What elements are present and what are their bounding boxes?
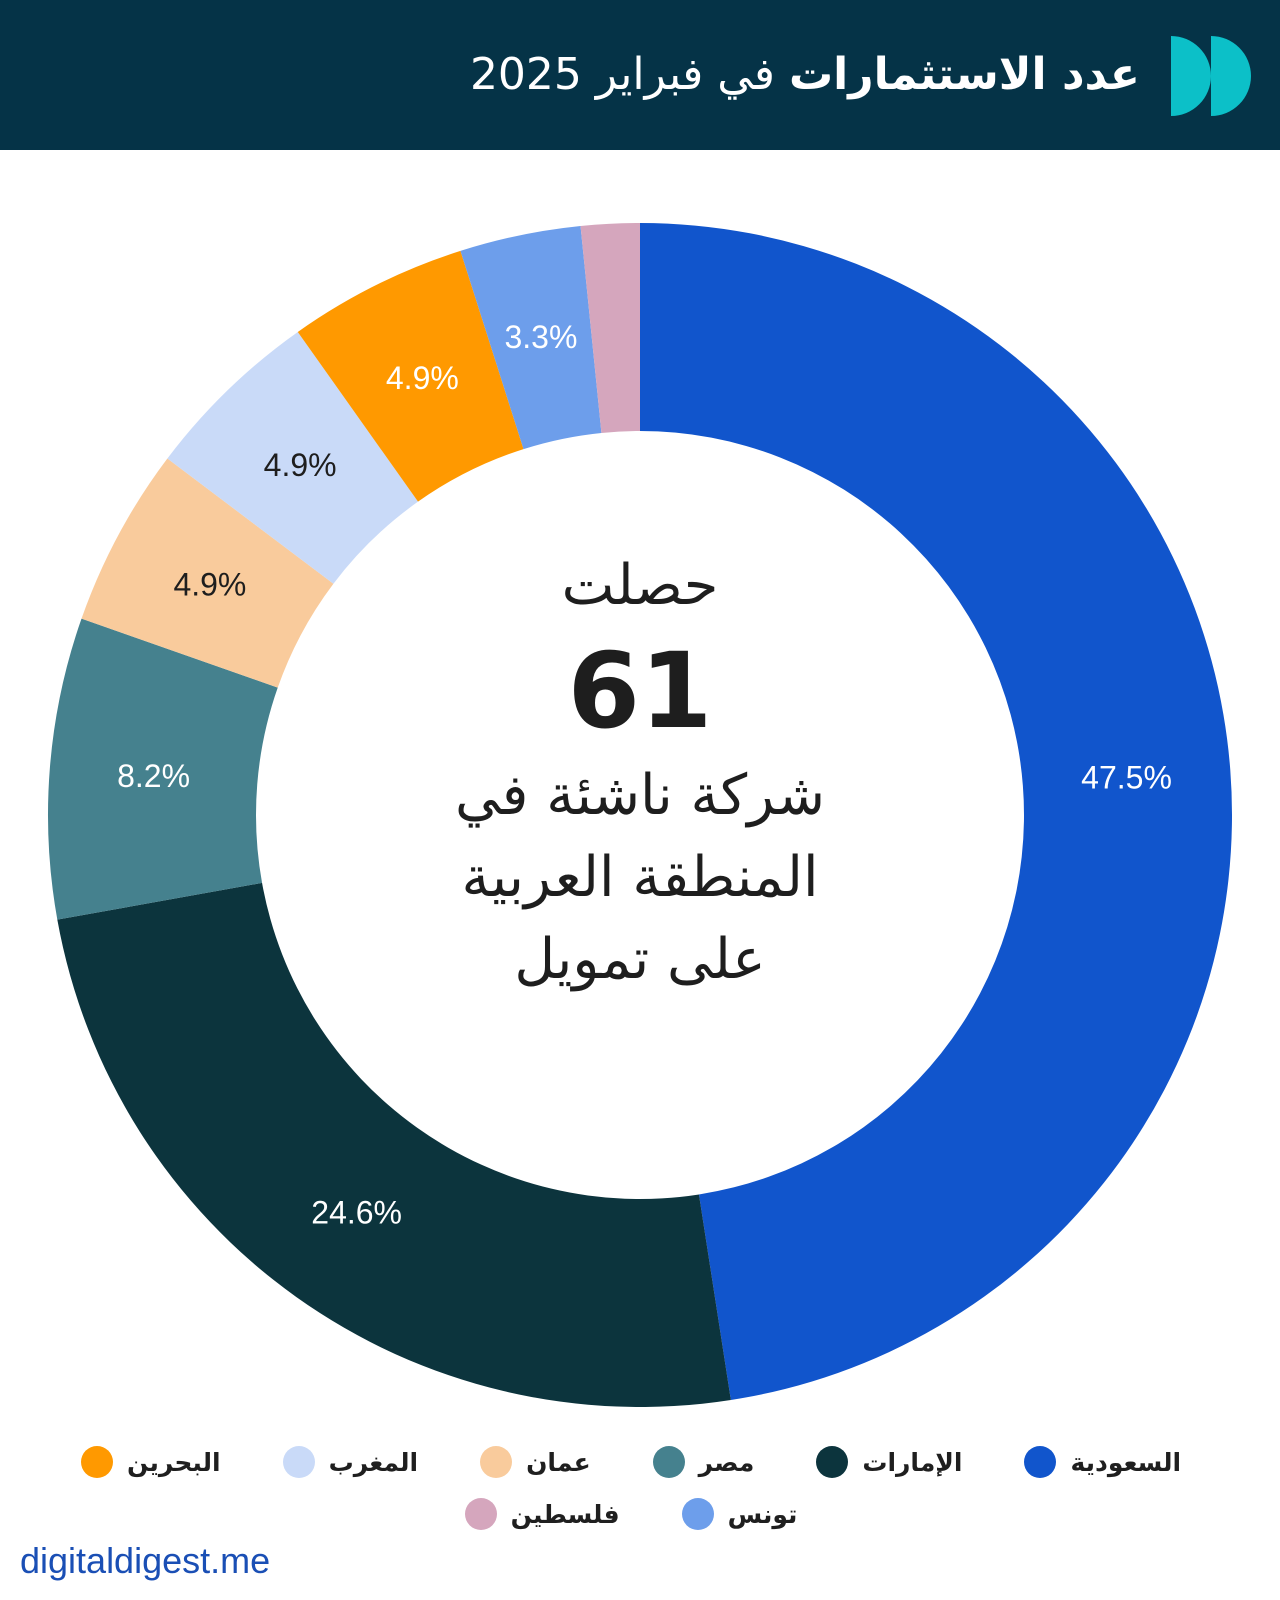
- legend-swatch: [652, 1446, 685, 1478]
- legend-item: البحرين: [80, 1442, 239, 1482]
- legend-label: تونس: [727, 1499, 798, 1529]
- slice-6: [297, 250, 524, 502]
- slice-5: [167, 331, 419, 584]
- slice-label-3: 8.2%: [117, 758, 190, 794]
- center-summary: حصلت 61 شركة ناشئة في المنطقة العربية عل…: [380, 545, 900, 1001]
- legend-label: المغرب: [328, 1447, 419, 1477]
- center-line-4: على تمويل: [514, 927, 766, 992]
- page-title: عدد الاستثمارات في فبراير 2025: [470, 42, 1140, 108]
- center-line-2: شركة ناشئة في: [454, 763, 826, 828]
- title-rest: في فبراير 2025: [469, 49, 775, 100]
- center-number: 61: [567, 630, 713, 752]
- legend-label: عمان: [526, 1447, 591, 1477]
- source-credit: digitaldigest.me: [20, 1540, 271, 1581]
- chart-legend: السعودية الإمارات مصر عمان المغرب البحرين تونس…: [20, 1442, 1260, 1546]
- slice-1: [640, 223, 1232, 1400]
- legend-item: الإمارات: [816, 1442, 980, 1482]
- legend-item: مصر: [652, 1442, 773, 1482]
- slice-label-4: 4.9%: [173, 566, 246, 602]
- legend-label: الإمارات: [862, 1447, 963, 1477]
- legend-item: السعودية: [1024, 1442, 1199, 1482]
- legend-swatch: [681, 1498, 714, 1530]
- slice-8: [580, 223, 640, 433]
- legend-swatch: [282, 1446, 315, 1478]
- legend-swatch: [80, 1446, 113, 1478]
- digital-digest-logo-icon: [1171, 36, 1251, 116]
- legend-label: السعودية: [1070, 1447, 1182, 1477]
- legend-item: المغرب: [282, 1442, 437, 1482]
- header-bar: عدد الاستثمارات في فبراير 2025: [0, 0, 1280, 150]
- slice-label-6: 4.9%: [386, 360, 459, 396]
- legend-label: مصر: [698, 1447, 755, 1477]
- slice-label-7: 3.3%: [504, 319, 577, 355]
- slice-4: [81, 458, 334, 688]
- legend-item: تونس: [681, 1494, 816, 1534]
- legend-swatch: [480, 1446, 513, 1478]
- slice-7: [460, 225, 602, 450]
- legend-swatch: [1024, 1446, 1057, 1478]
- title-bold: عدد الاستثمارات: [788, 49, 1140, 100]
- legend-item: عمان: [480, 1442, 609, 1482]
- legend-item: فلسطين: [464, 1494, 638, 1534]
- slice-3: [48, 618, 278, 920]
- slice-2: [57, 882, 731, 1408]
- slice-label-5: 4.9%: [264, 447, 337, 483]
- slice-label-2: 24.6%: [311, 1194, 402, 1230]
- center-line-3: المنطقة العربية: [461, 845, 819, 910]
- legend-swatch: [816, 1446, 849, 1478]
- legend-label: البحرين: [126, 1447, 221, 1477]
- legend-swatch: [464, 1498, 497, 1530]
- center-line-1: حصلت: [561, 553, 719, 618]
- legend-label: فلسطين: [510, 1499, 620, 1529]
- slice-label-1: 47.5%: [1081, 759, 1172, 795]
